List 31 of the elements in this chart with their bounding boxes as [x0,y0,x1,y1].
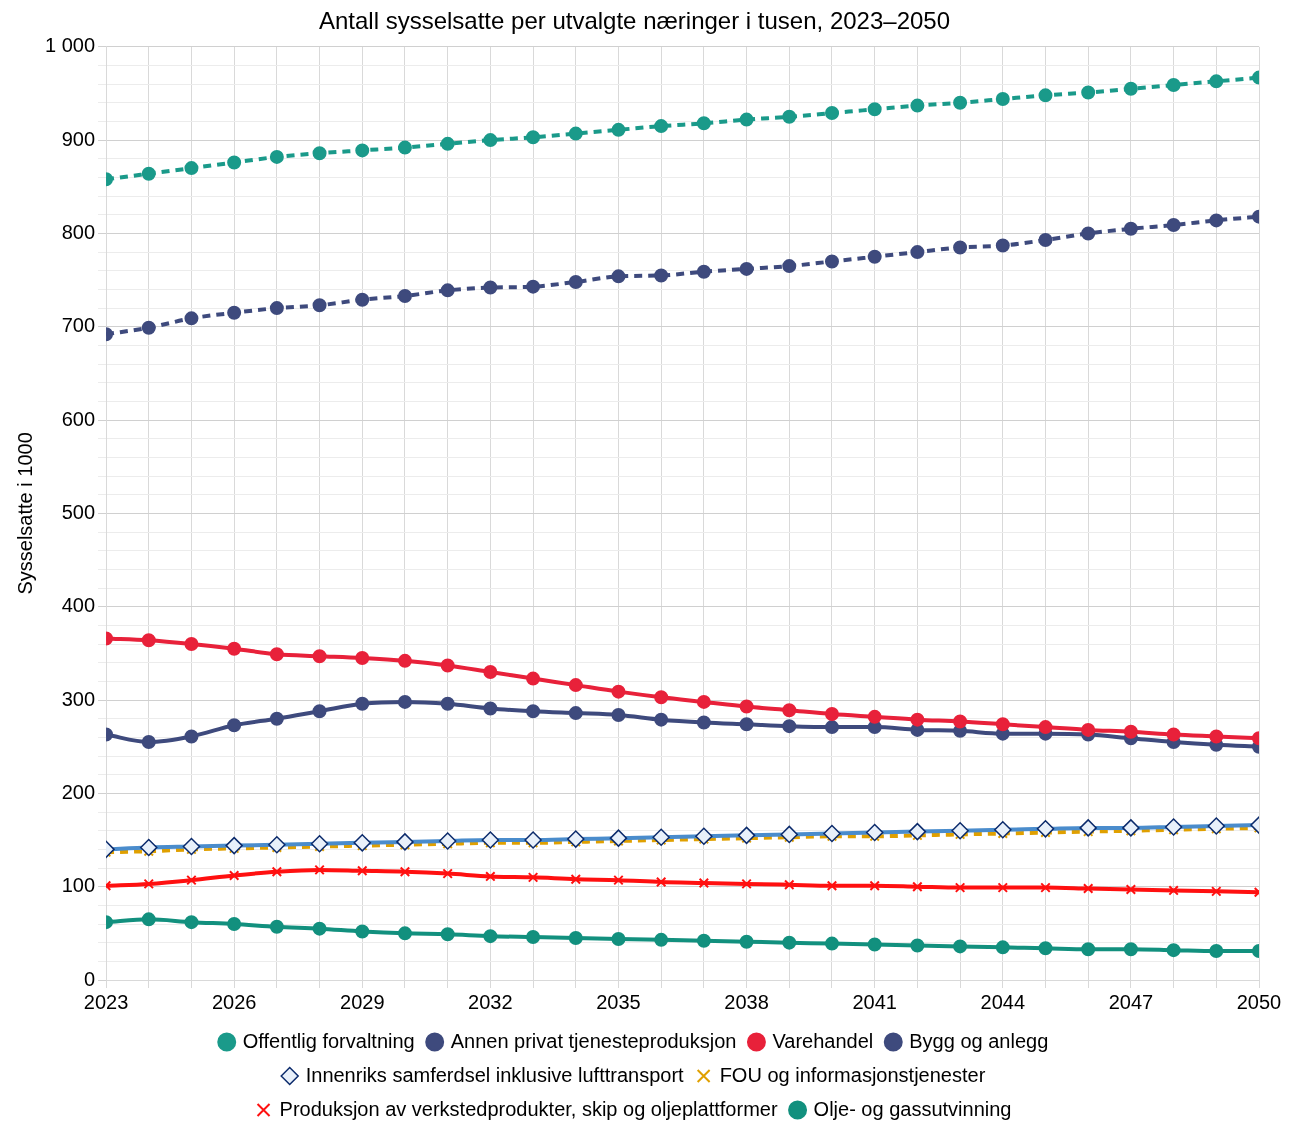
legend-label: FOU og informasjonstjenester [719,1063,986,1086]
x-tick-label: 2041 [852,990,897,1013]
legend-label: Olje- og gassutvinning [813,1097,1012,1120]
x-tick-label: 2026 [211,990,257,1013]
legend-label: Varehandel [772,1029,874,1052]
x-tick-label: 2047 [1108,990,1154,1013]
y-tick-label: 1 000 [44,34,96,57]
x-tick-label: 2050 [1236,990,1282,1013]
legend-label: Innenriks samferdsel inklusive lufttransport [305,1063,685,1086]
y-tick-label: 200 [61,780,96,803]
y-tick-label: 100 [61,874,96,897]
x-tick-label: 2023 [83,990,129,1013]
y-tick-label: 700 [61,314,96,337]
y-tick-label: 600 [61,407,96,430]
chart-title: Antall sysselsatte per utvalgte næringer i tusen, 2023–2050 [318,7,951,35]
legend-label: Annen privat tjenesteproduksjon [450,1029,737,1052]
x-tick-label: 2038 [724,990,769,1013]
y-tick-label: 400 [61,594,96,617]
x-tick-label: 2029 [340,990,385,1013]
y-tick-label: 500 [61,500,96,523]
x-tick-label: 2035 [596,990,641,1013]
y-tick-label: 800 [61,220,96,243]
legend-label: Bygg og anlegg [909,1029,1049,1052]
y-tick-label: 300 [61,687,96,710]
y-tick-label: 0 [83,967,96,990]
x-tick-label: 2032 [468,990,513,1013]
y-tick-label: 900 [61,127,96,150]
legend-label: Offentlig forvaltning [242,1029,415,1052]
x-tick-label: 2044 [980,990,1026,1013]
y-axis-title: Sysselsatte i 1000 [13,432,36,595]
legend-label: Produksjon av verkstedprodukter, skip og oljeplattformer [279,1097,778,1120]
